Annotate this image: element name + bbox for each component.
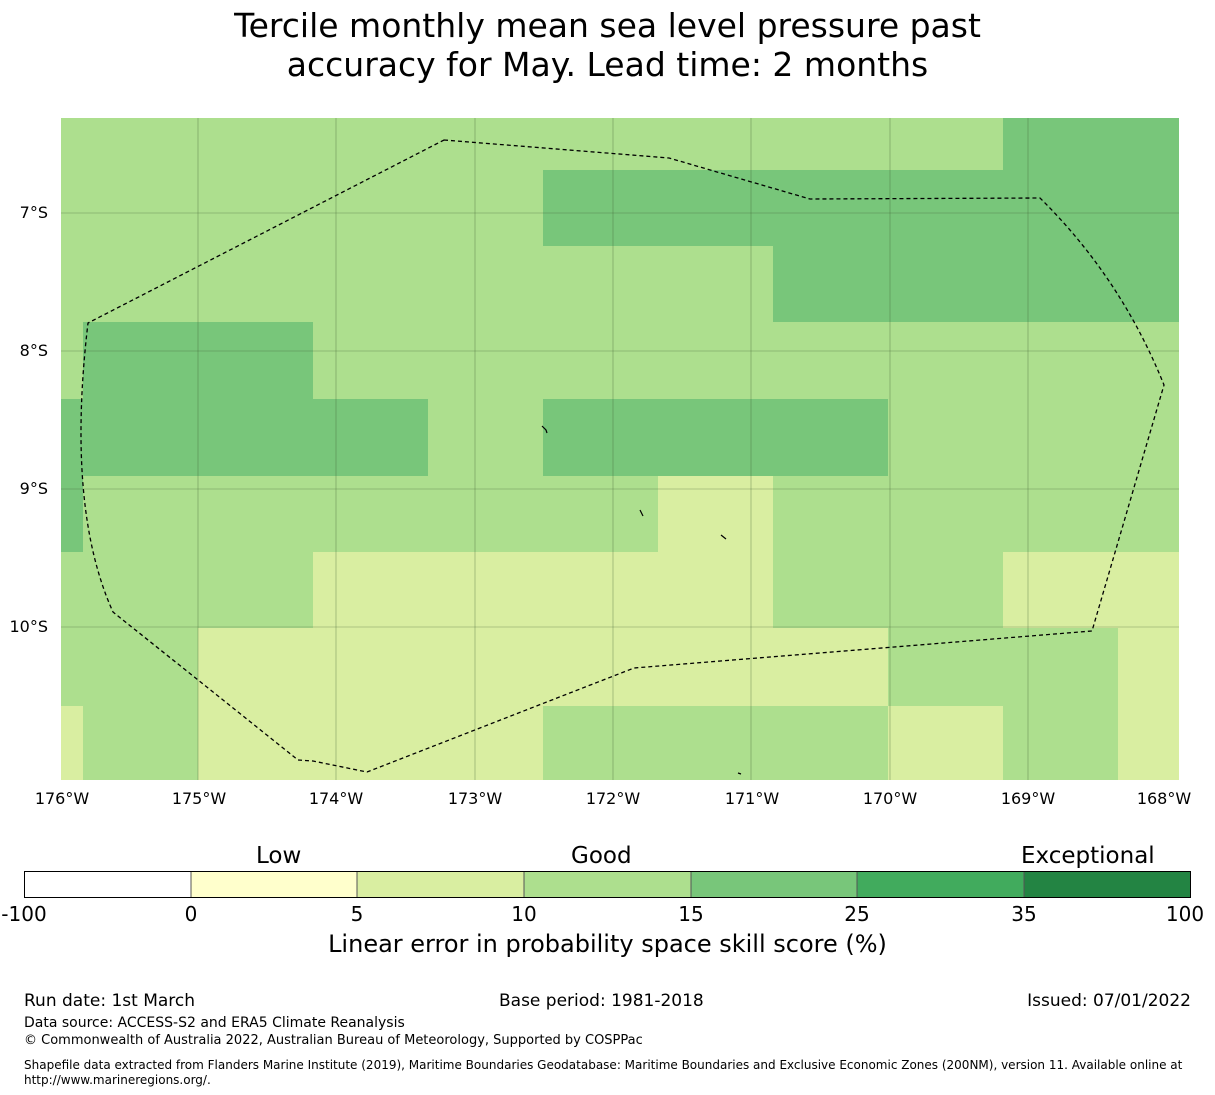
map-cell (543, 170, 1179, 246)
map-cell (1003, 118, 1179, 170)
colorbar (24, 871, 1191, 898)
map-title: Tercile monthly mean sea level pressure … (0, 6, 1215, 84)
island (639, 509, 644, 517)
x-tick-label: 175°W (171, 789, 227, 808)
colorbar-tick: 10 (511, 902, 537, 926)
y-tick-label: 9°S (19, 479, 48, 498)
x-tick-label: 176°W (34, 789, 90, 808)
x-tick-label: 170°W (862, 789, 918, 808)
colorbar-svg (24, 871, 1191, 898)
map-cell (1118, 628, 1179, 706)
map-cell (888, 706, 1003, 780)
colorbar-tick: 25 (844, 902, 870, 926)
colorbar-segment (1024, 871, 1191, 898)
map-cell (658, 476, 773, 552)
shapefile-credit: Shapefile data extracted from Flanders M… (24, 1058, 1183, 1087)
base-period: Base period: 1981-2018 (499, 991, 704, 1011)
map-cell (61, 399, 428, 476)
map-cell (1003, 552, 1179, 628)
map-cell (61, 476, 83, 552)
skill-map (61, 118, 1179, 780)
colorbar-tick: -100 (1, 902, 47, 926)
x-tick-label: 168°W (1136, 789, 1192, 808)
map-cell (198, 706, 543, 780)
map-cell (313, 552, 773, 628)
category-exceptional: Exceptional (1021, 843, 1155, 869)
issued-date: Issued: 07/01/2022 (1027, 991, 1191, 1011)
y-tick-label: 10°S (9, 617, 48, 636)
cells-5-10 (61, 476, 1179, 780)
copyright: © Commonwealth of Australia 2022, Austra… (24, 1033, 643, 1048)
colorbar-tick: 5 (350, 902, 364, 926)
island (541, 425, 548, 434)
colorbar-segment (524, 871, 691, 898)
map-cell (773, 246, 1179, 322)
colorbar-tick: 15 (678, 902, 704, 926)
x-tick-label: 171°W (724, 789, 780, 808)
colorbar-tick: 100 (1165, 902, 1205, 926)
map-cell (61, 706, 83, 780)
map-cell (543, 399, 888, 476)
colorbar-label: Linear error in probability space skill … (328, 930, 887, 958)
island (720, 534, 727, 540)
gridlines (61, 118, 1179, 780)
x-tick-label: 172°W (585, 789, 641, 808)
colorbar-tick: 0 (184, 902, 198, 926)
colorbar-segment (691, 871, 857, 898)
map-svg (61, 118, 1179, 780)
run-date: Run date: 1st March (24, 991, 196, 1011)
colorbar-tick: 35 (1011, 902, 1037, 926)
category-low: Low (256, 843, 302, 869)
x-tick-label: 174°W (308, 789, 364, 808)
y-tick-label: 8°S (19, 341, 48, 360)
data-source: Data source: ACCESS-S2 and ERA5 Climate … (24, 1015, 405, 1031)
colorbar-segment (24, 871, 191, 898)
x-tick-label: 169°W (1000, 789, 1056, 808)
title-line-1: Tercile monthly mean sea level pressure … (234, 6, 981, 45)
colorbar-segment (357, 871, 524, 898)
eez-boundary (80, 139, 1165, 773)
colorbar-segment (191, 871, 357, 898)
x-tick-label: 173°W (447, 789, 503, 808)
category-good: Good (571, 843, 632, 869)
islands (541, 425, 742, 775)
title-line-2: accuracy for May. Lead time: 2 months (286, 45, 929, 84)
y-tick-label: 7°S (19, 203, 48, 222)
colorbar-segment (857, 871, 1024, 898)
island (737, 772, 742, 775)
map-cell (198, 628, 888, 706)
map-cell (1118, 706, 1179, 780)
